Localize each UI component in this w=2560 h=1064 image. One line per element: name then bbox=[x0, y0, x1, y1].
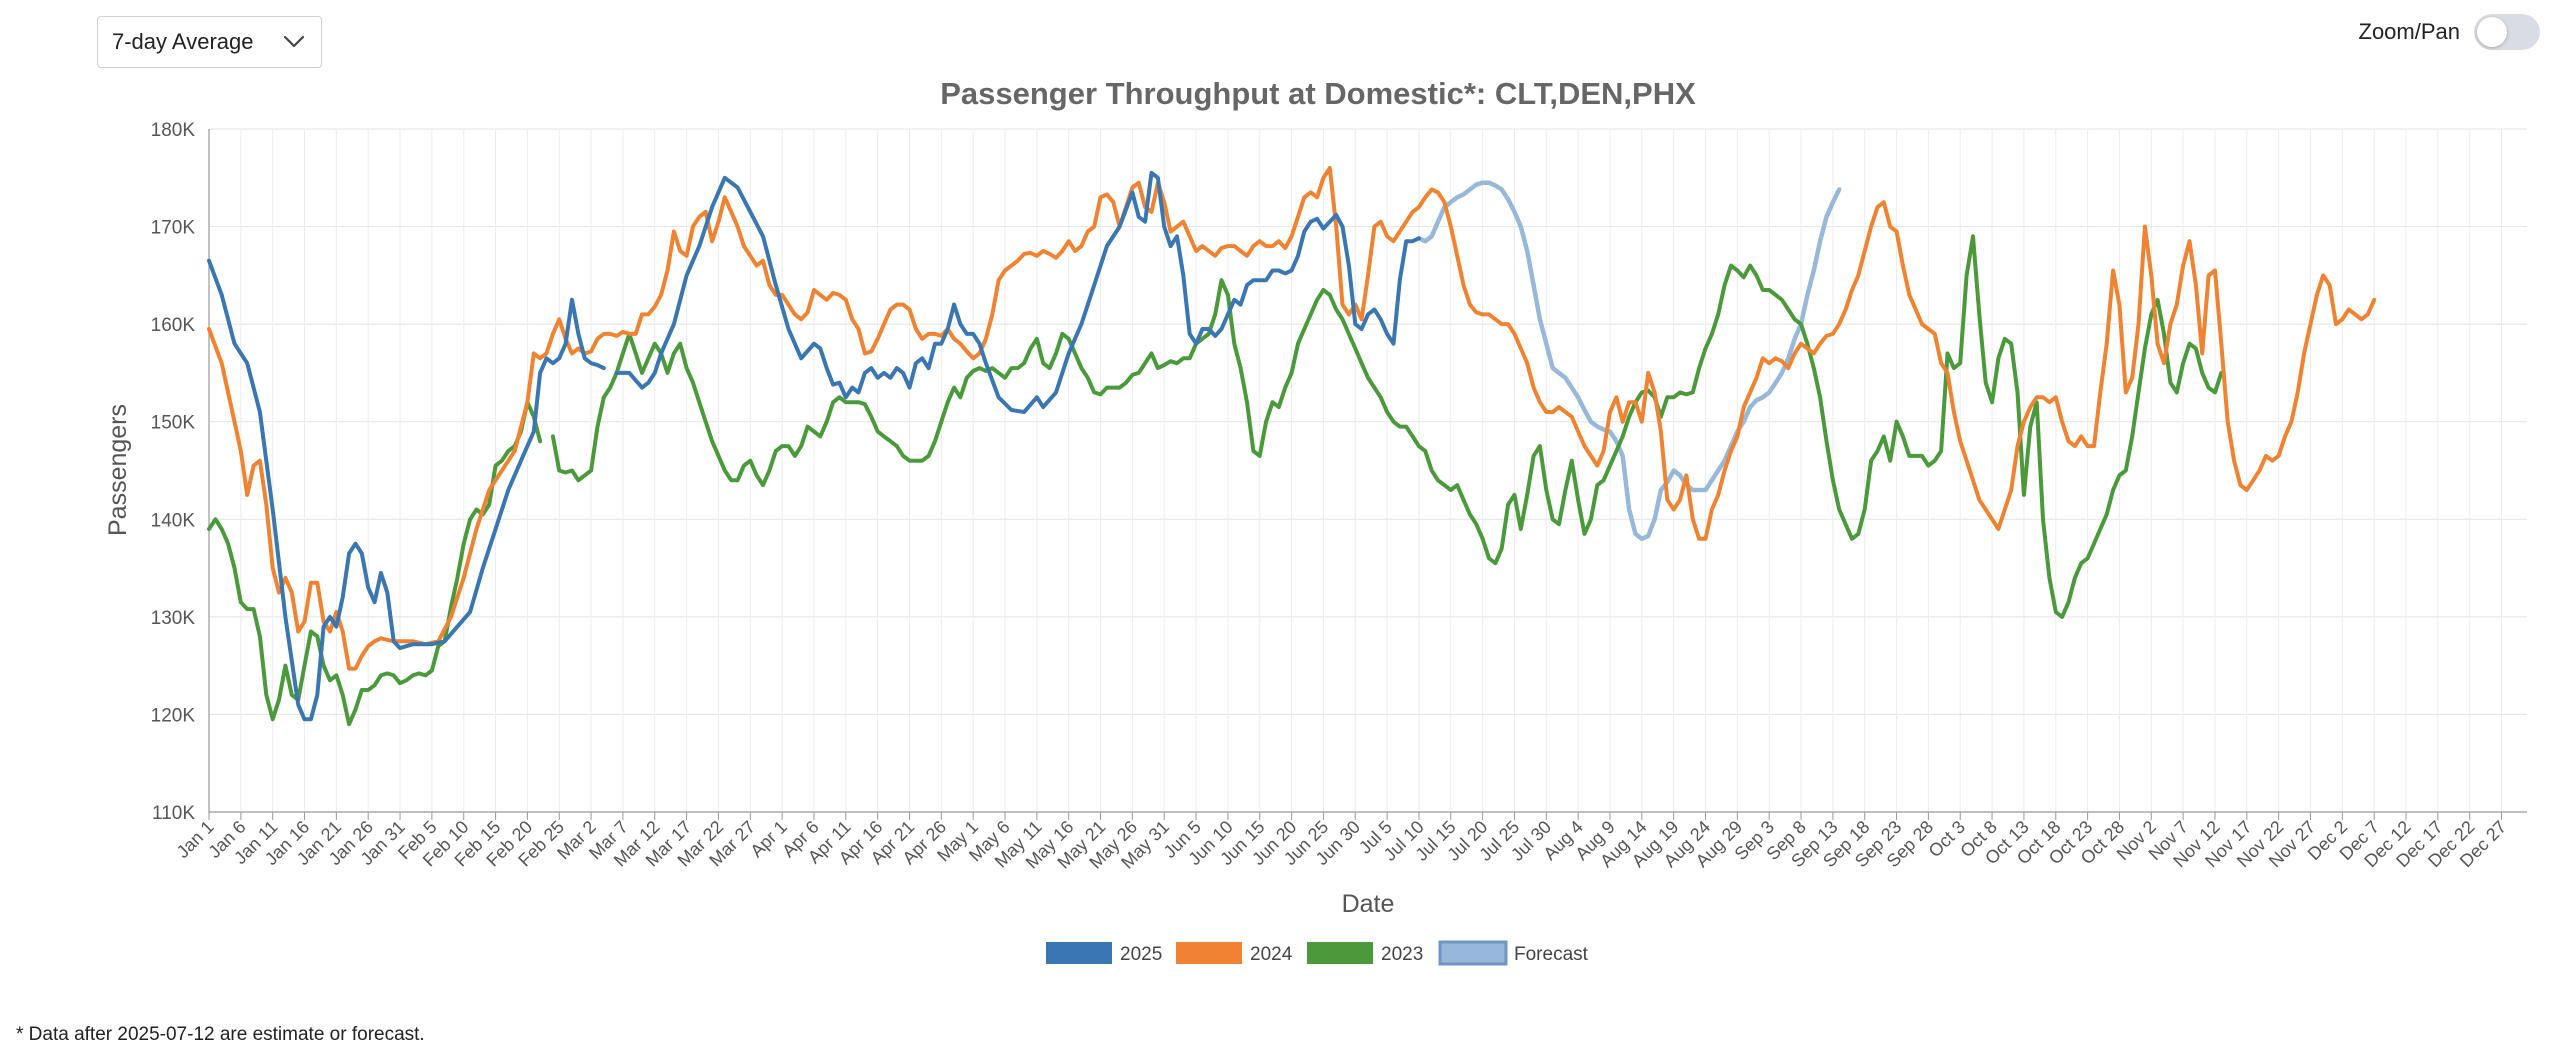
y-axis-title: Passengers bbox=[104, 404, 132, 536]
x-tick-label: Oct 3 bbox=[1925, 817, 1970, 862]
legend-label: 2025 bbox=[1120, 944, 1162, 965]
zoom-pan-label: Zoom/Pan bbox=[2358, 19, 2461, 44]
y-tick-label: 130K bbox=[151, 608, 196, 629]
legend-swatch bbox=[1438, 940, 1508, 966]
legend-swatch bbox=[1046, 942, 1112, 964]
y-tick-label: 140K bbox=[151, 510, 196, 531]
legend-label: 2023 bbox=[1381, 944, 1423, 965]
legend-swatch bbox=[1176, 942, 1242, 964]
x-tick-label: Apr 1 bbox=[746, 817, 791, 862]
y-tick-label: 180K bbox=[151, 120, 196, 141]
series-line-forecast bbox=[1416, 180, 1842, 542]
zoom-pan-toggle[interactable] bbox=[2474, 14, 2540, 50]
y-tick-label: 150K bbox=[151, 413, 196, 434]
average-select[interactable]: 7-day Average bbox=[97, 16, 322, 68]
y-tick-label: 160K bbox=[151, 315, 196, 336]
legend-label: Forecast bbox=[1514, 944, 1589, 965]
forecast-footnote: * Data after 2025-07-12 are estimate or … bbox=[16, 1024, 425, 1045]
y-tick-label: 120K bbox=[151, 705, 196, 726]
legend-label: 2024 bbox=[1250, 944, 1293, 965]
x-axis-title: Date bbox=[1342, 890, 1395, 918]
series-line-2025 bbox=[207, 170, 1421, 722]
chevron-down-icon bbox=[281, 29, 307, 55]
average-select-value: 7-day Average bbox=[112, 29, 254, 54]
series-line-2024 bbox=[207, 166, 2377, 671]
toggle-knob bbox=[2477, 17, 2507, 47]
y-tick-label: 110K bbox=[152, 803, 195, 824]
series-line-2023 bbox=[207, 234, 2224, 727]
zoom-pan-control: Zoom/Pan bbox=[2358, 14, 2540, 50]
chart-title: Passenger Throughput at Domestic*: CLT,D… bbox=[940, 76, 1696, 111]
legend-swatch bbox=[1307, 942, 1373, 964]
y-tick-label: 170K bbox=[151, 218, 196, 239]
